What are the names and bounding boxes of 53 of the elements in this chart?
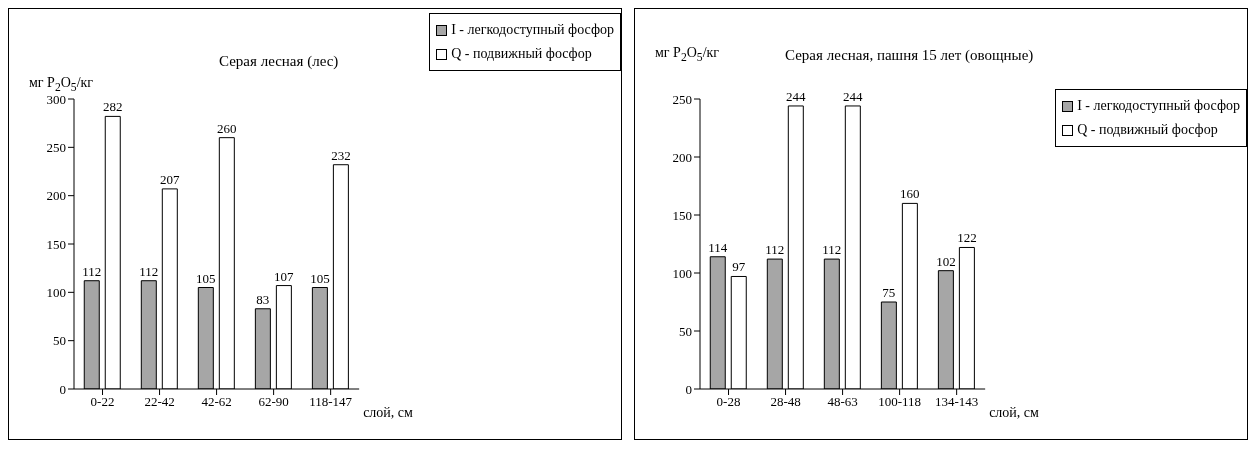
x-tick-label: 0-22: [90, 394, 115, 410]
legend-label: Q - подвижный фосфор: [1077, 121, 1218, 139]
y-tick-label: 50: [53, 333, 66, 349]
data-label: 105: [196, 270, 216, 286]
x-tick-label: 28-48: [770, 394, 801, 410]
y-tick-label: 200: [46, 188, 66, 204]
y-tick-label: 150: [672, 207, 692, 223]
y-tick-label: 0: [685, 381, 692, 397]
data-label: 244: [786, 88, 807, 104]
x-tick-label: 22-42: [144, 394, 175, 410]
data-label: 112: [139, 263, 159, 279]
y-tick-label: 100: [46, 284, 66, 300]
x-tick-label: 100-118: [878, 394, 922, 410]
data-label: 102: [936, 253, 956, 269]
data-label: 232: [331, 147, 351, 163]
data-label: 75: [882, 285, 896, 300]
data-label: 122: [957, 230, 977, 246]
y-tick-label: 200: [672, 149, 692, 165]
y-tick-label: 100: [672, 265, 692, 281]
data-label: 112: [765, 242, 785, 258]
data-label: 114: [708, 239, 728, 255]
chart-title: Серая лесная (лес): [219, 53, 339, 70]
data-label: 207: [160, 171, 181, 187]
data-label: 260: [217, 120, 237, 136]
y-axis-title: мг P$_{2}$O$_{5}$/кг: [655, 45, 720, 64]
x-axis-title: слой, см: [363, 404, 414, 420]
y-tick-label: 250: [46, 139, 66, 155]
x-tick-label: 48-63: [827, 394, 858, 410]
y-tick-label: 50: [679, 323, 692, 339]
x-tick-label: 42-62: [201, 394, 232, 410]
y-tick-label: 300: [46, 91, 66, 107]
x-tick-label: 0-28: [716, 394, 741, 410]
data-label: 160: [900, 186, 920, 202]
data-label: 244: [843, 88, 864, 104]
data-label: 97: [732, 259, 746, 275]
legend-label: Q - подвижный фосфор: [451, 45, 592, 63]
data-label: 83: [256, 291, 270, 307]
chart-title: Серая лесная, пашня 15 лет (овощные): [785, 47, 1034, 64]
data-label: 107: [274, 268, 295, 284]
y-axis-title: мг P$_{2}$O$_{5}$/кг: [29, 75, 94, 94]
y-tick-label: 250: [672, 91, 692, 107]
x-axis-title: слой, см: [989, 404, 1040, 420]
y-tick-label: 0: [59, 381, 66, 397]
data-label: 112: [822, 242, 842, 258]
data-label: 105: [310, 270, 330, 286]
x-tick-label: 62-90: [258, 394, 289, 410]
x-tick-label: 134-143: [934, 394, 979, 410]
data-label: 112: [82, 263, 102, 279]
x-tick-label: 118-147: [309, 394, 353, 410]
y-tick-label: 150: [46, 236, 66, 252]
legend-label: I - легкодоступный фосфор: [1077, 97, 1240, 115]
legend-label: I - легкодоступный фосфор: [451, 21, 614, 39]
data-label: 282: [103, 99, 123, 115]
